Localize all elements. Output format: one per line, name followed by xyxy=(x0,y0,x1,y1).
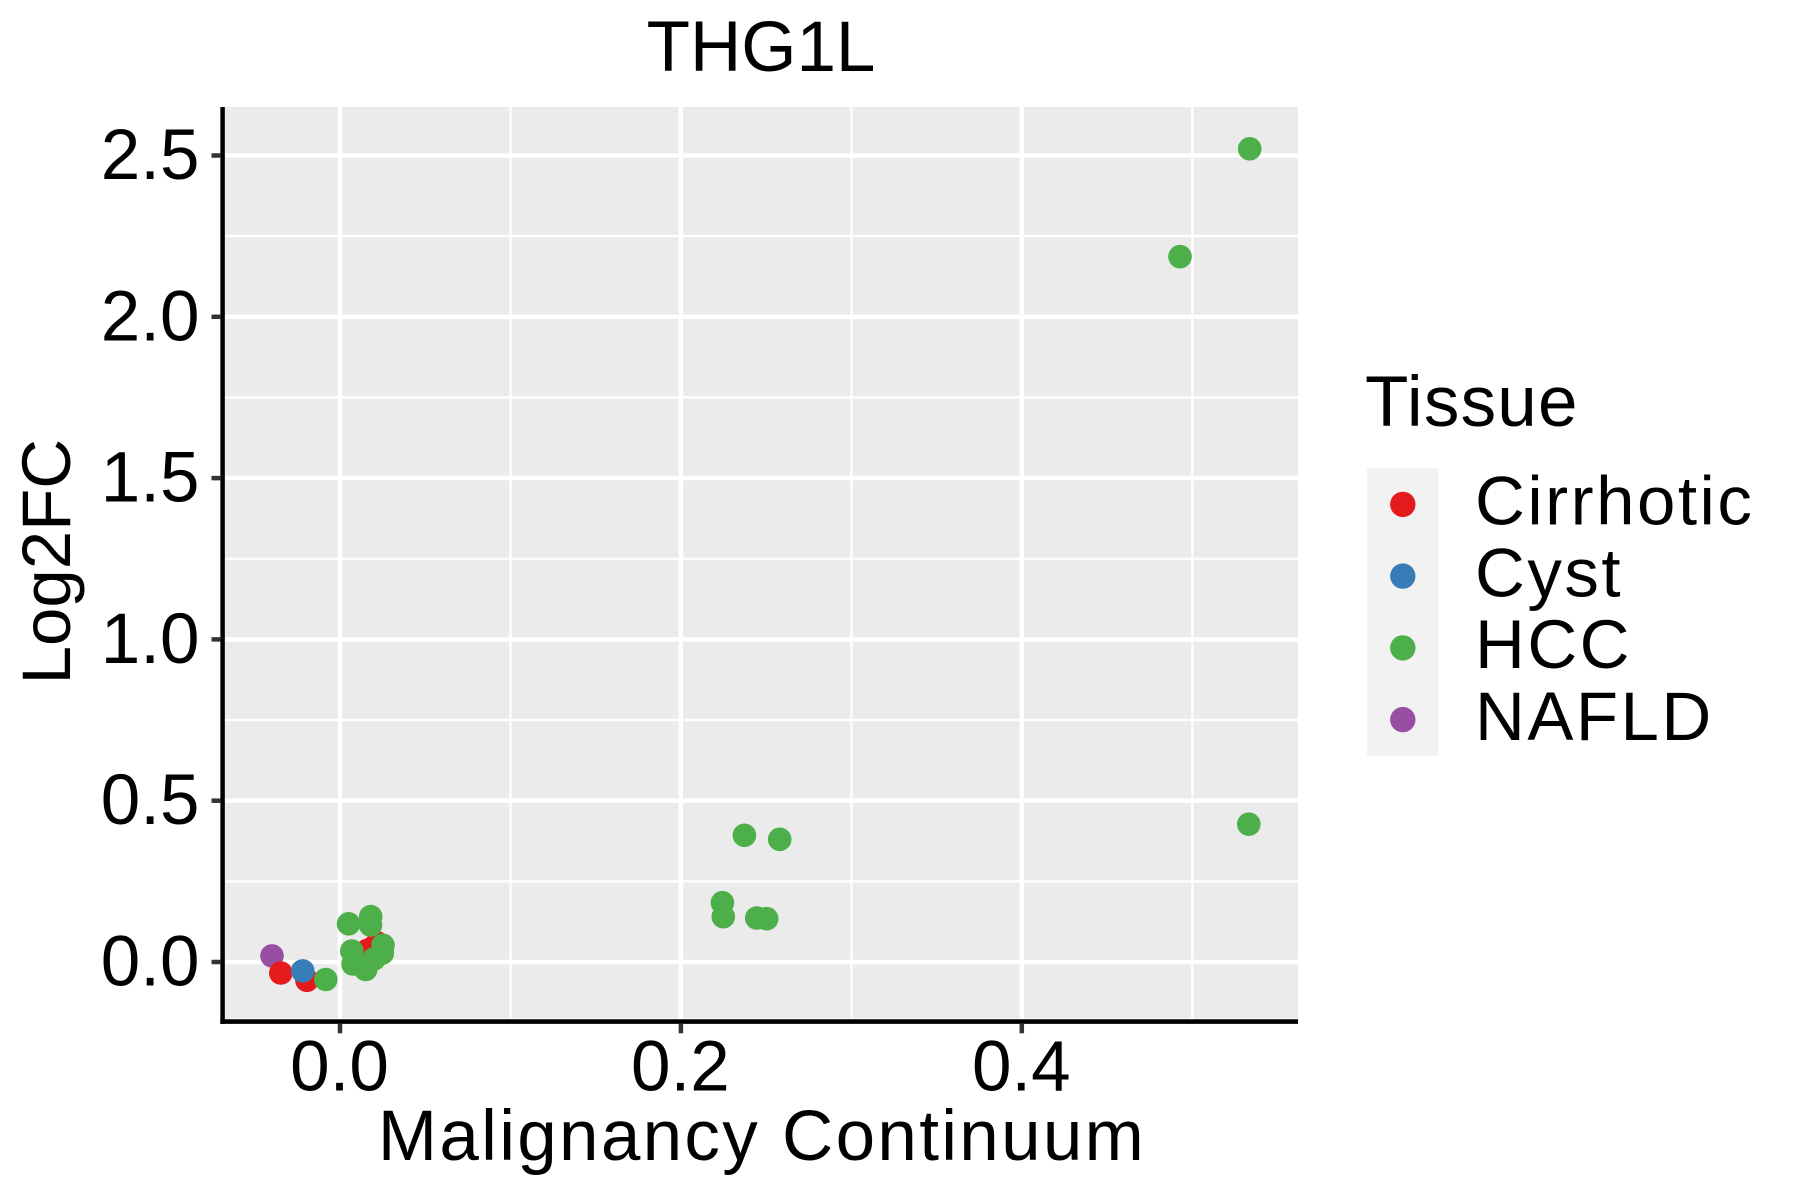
svg-text:0.2: 0.2 xyxy=(631,1028,730,1107)
svg-text:0.0: 0.0 xyxy=(101,923,200,1002)
svg-text:HCC: HCC xyxy=(1475,606,1632,683)
svg-text:0.4: 0.4 xyxy=(972,1028,1071,1107)
svg-text:Log2FC: Log2FC xyxy=(8,439,85,684)
svg-text:0.5: 0.5 xyxy=(101,761,200,840)
svg-text:Malignancy Continuum: Malignancy Continuum xyxy=(378,1097,1146,1176)
svg-text:1.5: 1.5 xyxy=(101,439,200,518)
svg-text:THG1L: THG1L xyxy=(647,8,876,87)
svg-text:Tissue: Tissue xyxy=(1365,363,1579,442)
svg-text:Cyst: Cyst xyxy=(1475,534,1623,611)
svg-text:NAFLD: NAFLD xyxy=(1475,678,1714,755)
svg-text:2.0: 2.0 xyxy=(101,277,200,356)
svg-text:0.0: 0.0 xyxy=(290,1028,389,1107)
svg-text:2.5: 2.5 xyxy=(101,116,200,195)
svg-text:1.0: 1.0 xyxy=(101,600,200,679)
svg-text:Cirrhotic: Cirrhotic xyxy=(1475,463,1754,540)
